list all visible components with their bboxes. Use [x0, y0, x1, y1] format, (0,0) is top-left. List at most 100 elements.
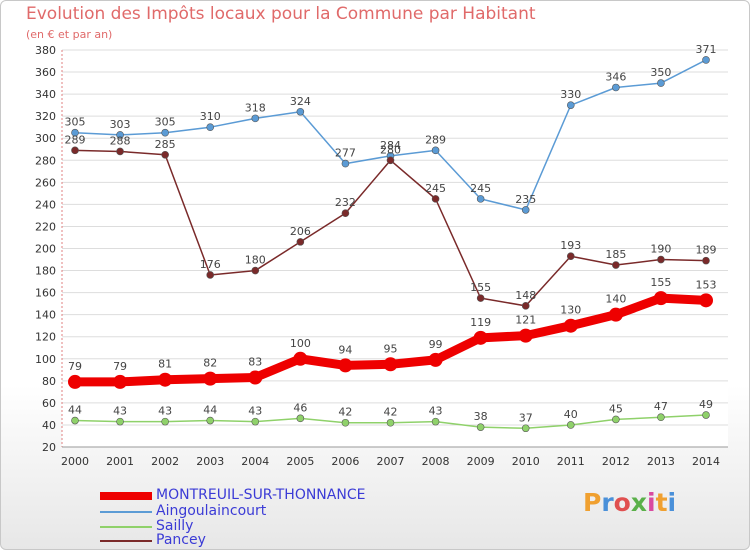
data-point-pancey	[476, 294, 485, 302]
data-point-sailly	[431, 417, 440, 426]
data-point-montreuil	[473, 330, 488, 345]
data-label-sailly: 40	[564, 408, 578, 421]
data-point-sailly	[521, 424, 530, 433]
data-label-aingoulaincourt: 289	[425, 133, 446, 146]
data-label-montreuil: 155	[650, 276, 671, 289]
y-tick-label: 380	[35, 44, 56, 57]
data-label-montreuil: 99	[429, 338, 443, 351]
x-tick-label: 2010	[512, 455, 540, 468]
y-tick-label: 80	[42, 375, 56, 388]
data-label-montreuil: 79	[113, 360, 127, 373]
data-point-aingoulaincourt	[296, 107, 305, 116]
data-label-pancey: 289	[65, 133, 86, 146]
chart-subtitle: (en € et par an)	[26, 28, 113, 41]
data-point-aingoulaincourt	[657, 79, 665, 87]
data-point-sailly	[341, 418, 350, 427]
data-point-pancey	[296, 238, 305, 246]
data-point-aingoulaincourt	[206, 123, 215, 131]
x-tick-label: 2007	[377, 455, 405, 468]
y-tick-label: 160	[35, 287, 56, 300]
y-tick-label: 120	[35, 331, 56, 344]
data-label-montreuil: 83	[248, 356, 262, 369]
proxiti-logo: Proxiti	[583, 488, 677, 517]
x-tick-label: 2013	[647, 455, 675, 468]
data-label-pancey: 185	[605, 248, 626, 261]
data-label-aingoulaincourt: 346	[605, 70, 626, 83]
data-point-sailly	[657, 413, 665, 422]
x-tick-label: 2004	[241, 455, 269, 468]
data-label-aingoulaincourt: 371	[696, 43, 717, 56]
data-label-montreuil: 100	[290, 337, 311, 350]
data-point-montreuil	[518, 328, 533, 343]
data-label-aingoulaincourt: 245	[470, 182, 491, 195]
data-point-sailly	[116, 417, 124, 426]
data-label-sailly: 47	[654, 400, 668, 413]
data-point-pancey	[521, 302, 530, 310]
x-tick-label: 2014	[692, 455, 720, 468]
data-point-pancey	[71, 146, 79, 155]
data-point-aingoulaincourt	[521, 206, 530, 214]
data-point-aingoulaincourt	[702, 56, 710, 64]
data-label-pancey: 288	[110, 134, 131, 147]
data-point-pancey	[206, 271, 215, 279]
data-label-sailly: 43	[248, 405, 262, 418]
data-point-montreuil	[203, 371, 218, 386]
data-point-aingoulaincourt	[566, 101, 575, 109]
chart-title: Evolution des Impôts locaux pour la Comm…	[26, 4, 536, 24]
data-point-aingoulaincourt	[612, 83, 620, 92]
data-label-aingoulaincourt: 310	[200, 110, 221, 123]
data-point-sailly	[612, 415, 620, 424]
data-point-pancey	[702, 256, 710, 265]
data-point-montreuil	[428, 352, 443, 367]
data-label-aingoulaincourt: 350	[650, 66, 671, 79]
data-label-aingoulaincourt: 330	[560, 88, 581, 101]
data-label-montreuil: 82	[203, 357, 217, 370]
data-label-sailly: 49	[699, 398, 713, 411]
data-label-pancey: 148	[515, 289, 536, 302]
data-label-montreuil: 95	[384, 342, 398, 355]
y-tick-label: 40	[42, 419, 56, 432]
x-tick-label: 2002	[151, 455, 179, 468]
y-tick-label: 180	[35, 265, 56, 278]
data-point-aingoulaincourt	[116, 131, 124, 139]
legend-label-pancey: Pancey	[156, 532, 206, 548]
data-label-pancey: 280	[380, 143, 401, 156]
x-tick-label: 2006	[331, 455, 359, 468]
data-label-montreuil: 153	[696, 278, 717, 291]
x-tick-label: 2000	[61, 455, 89, 468]
data-label-pancey: 285	[155, 138, 176, 151]
data-label-aingoulaincourt: 284	[380, 139, 401, 152]
y-tick-label: 300	[35, 132, 56, 145]
data-point-sailly	[251, 417, 260, 426]
data-label-pancey: 232	[335, 196, 356, 209]
data-label-pancey: 189	[696, 244, 717, 257]
data-label-sailly: 43	[429, 405, 443, 418]
legend-swatch-montreuil	[100, 492, 152, 500]
y-tick-label: 60	[42, 397, 56, 410]
data-point-montreuil	[699, 293, 713, 308]
data-label-pancey: 193	[560, 239, 581, 252]
y-tick-label: 140	[35, 309, 56, 322]
data-label-sailly: 44	[68, 404, 82, 417]
data-point-aingoulaincourt	[71, 128, 79, 137]
data-label-sailly: 42	[384, 406, 398, 419]
legend-label-sailly: Sailly	[156, 518, 194, 534]
x-tick-label: 2008	[422, 455, 450, 468]
data-label-sailly: 37	[519, 411, 533, 424]
data-label-aingoulaincourt: 324	[290, 95, 311, 108]
y-tick-label: 320	[35, 110, 56, 123]
data-point-sailly	[206, 416, 215, 425]
data-label-pancey: 180	[245, 254, 266, 267]
data-point-sailly	[71, 416, 79, 425]
x-tick-label: 2001	[106, 455, 134, 468]
data-point-sailly	[296, 414, 305, 423]
data-point-pancey	[341, 209, 350, 218]
y-tick-label: 340	[35, 88, 56, 101]
data-label-pancey: 206	[290, 225, 311, 238]
x-tick-label: 2011	[557, 455, 585, 468]
data-point-montreuil	[158, 372, 173, 387]
y-tick-label: 240	[35, 198, 56, 211]
y-tick-label: 200	[35, 243, 56, 256]
legend-label-aingoulaincourt: Aingoulaincourt	[156, 503, 267, 519]
